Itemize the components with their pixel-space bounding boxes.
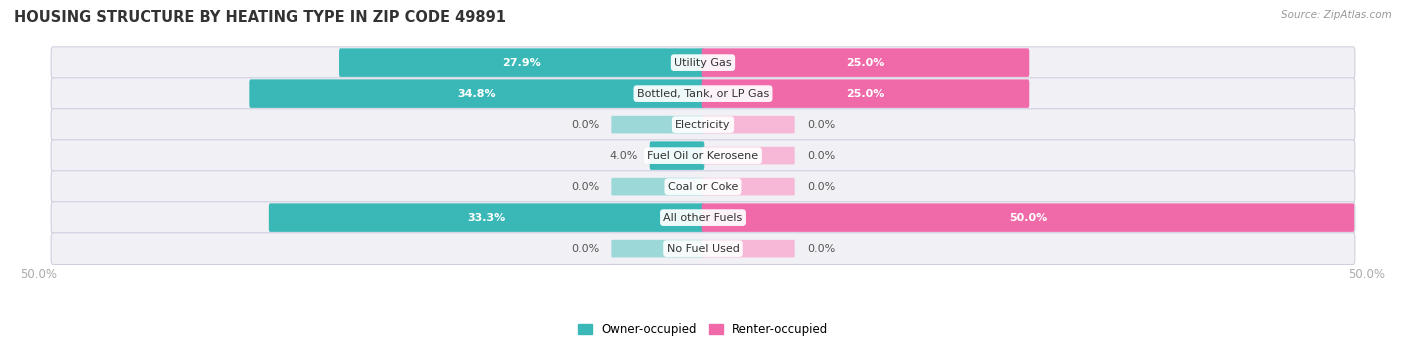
Text: Fuel Oil or Kerosene: Fuel Oil or Kerosene (647, 151, 759, 161)
Text: 34.8%: 34.8% (457, 89, 496, 99)
FancyBboxPatch shape (249, 79, 704, 108)
Text: 50.0%: 50.0% (21, 268, 58, 281)
FancyBboxPatch shape (612, 178, 703, 195)
Text: 4.0%: 4.0% (610, 151, 638, 161)
FancyBboxPatch shape (612, 240, 703, 257)
FancyBboxPatch shape (612, 116, 703, 133)
Text: 0.0%: 0.0% (807, 182, 835, 192)
Text: Coal or Coke: Coal or Coke (668, 182, 738, 192)
Text: 50.0%: 50.0% (1010, 213, 1047, 223)
Text: 0.0%: 0.0% (571, 120, 599, 130)
FancyBboxPatch shape (51, 140, 1355, 172)
FancyBboxPatch shape (703, 240, 794, 257)
FancyBboxPatch shape (51, 109, 1355, 140)
Legend: Owner-occupied, Renter-occupied: Owner-occupied, Renter-occupied (572, 318, 834, 341)
Text: 25.0%: 25.0% (846, 89, 884, 99)
FancyBboxPatch shape (51, 171, 1355, 203)
FancyBboxPatch shape (51, 78, 1355, 109)
FancyBboxPatch shape (339, 48, 704, 77)
FancyBboxPatch shape (702, 203, 1354, 232)
FancyBboxPatch shape (702, 79, 1029, 108)
Text: All other Fuels: All other Fuels (664, 213, 742, 223)
Text: 33.3%: 33.3% (467, 213, 506, 223)
Text: Utility Gas: Utility Gas (675, 58, 731, 68)
FancyBboxPatch shape (703, 178, 794, 195)
Text: 0.0%: 0.0% (571, 243, 599, 254)
Text: Source: ZipAtlas.com: Source: ZipAtlas.com (1281, 10, 1392, 20)
Text: 0.0%: 0.0% (571, 182, 599, 192)
Text: 0.0%: 0.0% (807, 243, 835, 254)
Text: 25.0%: 25.0% (846, 58, 884, 68)
Text: 27.9%: 27.9% (502, 58, 541, 68)
Text: Bottled, Tank, or LP Gas: Bottled, Tank, or LP Gas (637, 89, 769, 99)
FancyBboxPatch shape (51, 202, 1355, 234)
FancyBboxPatch shape (650, 142, 704, 170)
Text: 0.0%: 0.0% (807, 151, 835, 161)
Text: HOUSING STRUCTURE BY HEATING TYPE IN ZIP CODE 49891: HOUSING STRUCTURE BY HEATING TYPE IN ZIP… (14, 10, 506, 25)
FancyBboxPatch shape (702, 48, 1029, 77)
FancyBboxPatch shape (703, 147, 794, 164)
FancyBboxPatch shape (703, 116, 794, 133)
Text: Electricity: Electricity (675, 120, 731, 130)
FancyBboxPatch shape (269, 203, 704, 232)
Text: 50.0%: 50.0% (1348, 268, 1385, 281)
Text: 0.0%: 0.0% (807, 120, 835, 130)
FancyBboxPatch shape (51, 233, 1355, 264)
FancyBboxPatch shape (51, 47, 1355, 78)
Text: No Fuel Used: No Fuel Used (666, 243, 740, 254)
